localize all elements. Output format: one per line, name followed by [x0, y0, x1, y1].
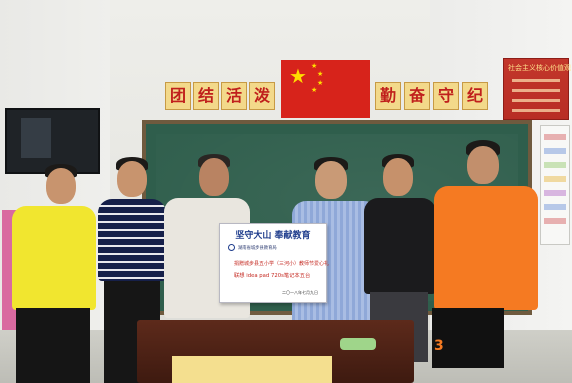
flag-star-icon: ★ — [317, 79, 324, 87]
flag-star-icon: ★ — [311, 62, 318, 70]
banner-char: 纪 — [462, 82, 488, 110]
banner-char: 守 — [433, 82, 459, 110]
banner-char: 结 — [193, 82, 219, 110]
flag-star-icon: ★ — [317, 70, 324, 78]
flag-star-icon: ★ — [311, 86, 318, 94]
certificate-item: 联想 idea pad 720s笔记本五台 — [234, 273, 311, 279]
banner-char: 团 — [165, 82, 191, 110]
banner-char: 勤 — [375, 82, 401, 110]
poster-title: 社会主义核心价值观 — [508, 64, 571, 72]
person-orange-shirt: 3 — [430, 138, 540, 383]
donation-certificate: 坚守大山 奉献教育 湖南省城步县教育局 捐赠城步县五小学（三河小）教师节爱心礼 … — [219, 223, 330, 303]
banner-char: 活 — [221, 82, 247, 110]
yellow-desk-surface — [172, 356, 332, 383]
person-blue-shirt — [290, 155, 380, 355]
poster-text-line — [512, 89, 560, 92]
banner-char: 奋 — [404, 82, 430, 110]
poster-text-line — [512, 79, 560, 82]
person-striped-polo — [96, 155, 168, 383]
certificate-school: 湖南省城步县教育局 — [238, 246, 277, 251]
flag-star-icon: ★ — [289, 64, 307, 88]
certificate-recipient: 捐赠城步县五小学（三河小）教师节爱心礼 — [234, 261, 330, 267]
green-cloth — [340, 338, 376, 350]
person-yellow-shirt — [8, 160, 100, 383]
poster-text-line — [512, 109, 560, 112]
certificate-date: 二〇一八年七月九日 — [282, 290, 318, 295]
school-logo-icon — [228, 244, 235, 251]
jersey-number: 3 — [434, 338, 444, 354]
certificate-title: 坚守大山 奉献教育 — [235, 231, 311, 241]
banner-char: 泼 — [249, 82, 275, 110]
china-flag: ★ ★ ★ ★ ★ — [281, 60, 370, 118]
poster-text-line — [512, 99, 560, 102]
values-poster: 社会主义核心价值观 — [503, 58, 571, 120]
wall-chart — [540, 125, 570, 245]
